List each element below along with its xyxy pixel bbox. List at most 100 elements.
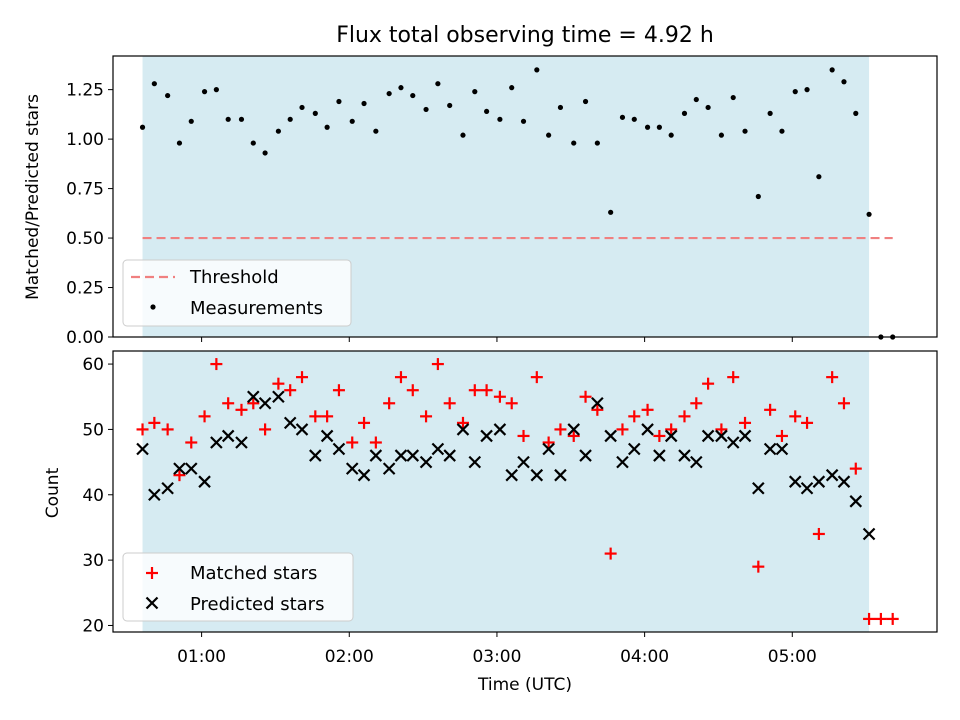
y-tick-label: 0.75 <box>66 180 104 200</box>
matched-star-point <box>406 384 419 397</box>
predicted-star-point <box>788 475 802 488</box>
cross-stroke-b <box>295 423 309 436</box>
y-tick-label: 60 <box>82 355 104 375</box>
predicted-star-point <box>309 449 322 462</box>
measurement-point <box>866 211 872 217</box>
legend-matched-swatch <box>146 567 158 579</box>
predicted-star-point <box>701 429 715 443</box>
measurement-point <box>435 81 441 87</box>
matched-star-point <box>247 397 260 410</box>
cross-stroke-b <box>345 462 359 475</box>
matched-star-point <box>346 436 359 449</box>
top-legend-box <box>122 259 352 327</box>
measurement-point <box>484 108 490 115</box>
matched-star-point <box>259 423 272 436</box>
matched-star-point <box>443 397 456 410</box>
measurement-point <box>718 132 725 138</box>
cross-stroke-b <box>145 596 159 610</box>
predicted-star-point <box>221 429 235 443</box>
measurement-point <box>841 79 847 85</box>
predicted-star-point <box>530 468 544 482</box>
matched-star-point <box>542 436 555 449</box>
matched-star-point <box>863 612 876 625</box>
cross-stroke-b <box>148 488 161 502</box>
predicted-star-point <box>431 442 445 456</box>
predicted-star-point <box>653 449 666 462</box>
top-x-ticks <box>201 337 793 342</box>
predicted-star-point <box>579 449 592 462</box>
measurement-point <box>853 110 859 116</box>
predicted-star-point <box>480 429 493 443</box>
predicted-star-point <box>627 442 641 456</box>
measurement-point <box>497 116 503 122</box>
matched-star-point <box>554 423 567 436</box>
cross-stroke-b <box>184 462 198 475</box>
measurement-point <box>176 140 183 146</box>
x-tick-label: 03:00 <box>472 647 521 667</box>
measurement-point <box>287 116 293 122</box>
predicted-star-point <box>468 455 482 469</box>
measurement-point <box>238 116 245 122</box>
cross-stroke-b <box>493 423 507 436</box>
x-tick-label: 05:00 <box>768 647 817 667</box>
x-axis-label: Time (UTC) <box>477 675 572 695</box>
predicted-star-point <box>247 390 260 404</box>
measurement-point <box>730 94 736 101</box>
cross-stroke-b <box>406 449 420 462</box>
predicted-star-point <box>715 429 728 443</box>
y-tick-label: 20 <box>82 616 104 636</box>
measurement-point <box>681 110 688 116</box>
x-tick-label: 02:00 <box>325 647 374 667</box>
predicted-star-point <box>726 436 740 449</box>
cross-stroke-b <box>788 475 802 488</box>
legend-predicted-label: Predicted stars <box>190 594 324 615</box>
predicted-star-point <box>849 495 863 508</box>
legend-measurements-label: Measurements <box>190 298 323 319</box>
matched-star-point <box>505 397 518 410</box>
cross-stroke-b <box>641 423 654 436</box>
matched-star-point <box>321 410 334 423</box>
cross-stroke-b <box>604 429 617 443</box>
cross-stroke-b <box>456 423 470 436</box>
predicted-star-point <box>505 468 518 482</box>
predicted-star-point <box>382 462 396 475</box>
cross-stroke-b <box>309 449 322 462</box>
measurement-point <box>410 92 416 99</box>
cross-stroke-b <box>136 442 149 456</box>
measurement-point <box>201 89 208 95</box>
x-tick-label: 04:00 <box>620 647 669 667</box>
cross-stroke-b <box>542 442 555 456</box>
cross-stroke-b <box>616 455 629 469</box>
matched-star-point <box>468 384 481 397</box>
measurement-point <box>792 89 798 95</box>
measurement-point <box>608 209 614 215</box>
matched-star-point <box>837 397 850 410</box>
predicted-star-point <box>591 397 604 410</box>
chart-title: Flux total observing time = 4.92 h <box>336 23 714 48</box>
cross-stroke-b <box>715 429 728 443</box>
measurement-point <box>594 140 600 146</box>
matched-star-point <box>185 436 198 449</box>
predicted-star-point <box>800 481 814 495</box>
matched-star-point <box>358 416 371 429</box>
cross-stroke-b <box>431 442 445 456</box>
count-panel: 20 30 40 50 60 01:00 02:00 03:00 04:00 05:00 Cou… <box>43 350 938 695</box>
cross-stroke-b <box>862 527 876 541</box>
cross-stroke-b <box>554 468 567 482</box>
y-tick-label: 1.25 <box>66 81 104 101</box>
predicted-star-point <box>604 429 617 443</box>
cross-stroke-b <box>235 436 248 449</box>
cross-stroke-b <box>394 449 408 462</box>
measurement-point <box>571 140 577 146</box>
legend-cross-marker <box>145 596 159 610</box>
measurement-point <box>472 89 478 95</box>
legend-plus-marker <box>146 567 158 579</box>
matched-star-point <box>272 377 285 390</box>
predicted-star-point <box>184 462 198 475</box>
predicted-star-point <box>775 442 789 456</box>
measurement-point <box>829 67 835 73</box>
cross-stroke-b <box>443 449 456 462</box>
measurement-point <box>275 128 281 134</box>
matched-star-point <box>493 390 506 403</box>
